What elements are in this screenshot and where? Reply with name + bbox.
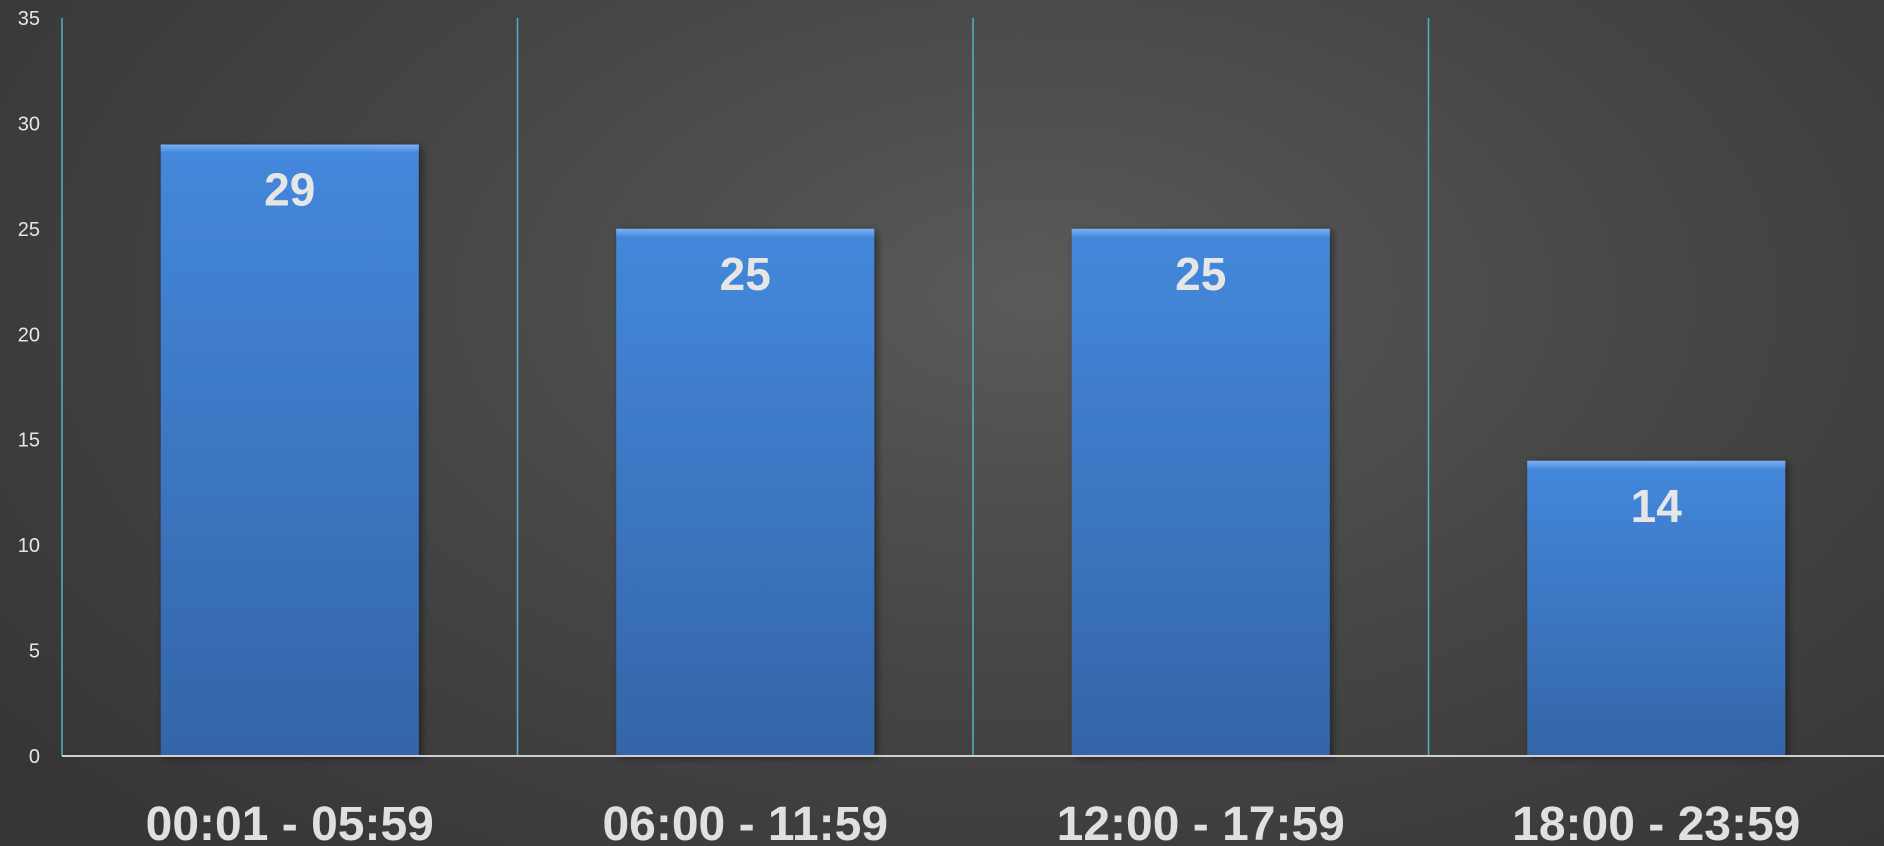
y-tick-label-4: 20 (18, 324, 40, 346)
y-tick-label-7: 35 (18, 8, 40, 30)
bar-bevel-0 (160, 144, 419, 153)
y-tick-label-0: 0 (29, 746, 40, 768)
data-label-3: 14 (1631, 480, 1683, 532)
bar-body-0 (160, 144, 419, 756)
y-tick-label-5: 25 (18, 219, 40, 241)
bar-bevel-1 (616, 228, 875, 237)
data-labels: 29 25 25 14 (264, 164, 1682, 532)
bars (160, 144, 1786, 756)
bar-body-3 (1527, 460, 1786, 756)
category-label-2: 12:00 - 17:59 (1057, 798, 1345, 846)
category-label-1: 06:00 - 11:59 (602, 798, 888, 846)
data-label-0: 29 (264, 164, 315, 216)
y-tick-label-6: 30 (18, 113, 40, 135)
bar-0 (160, 144, 419, 756)
data-label-2: 25 (1175, 248, 1226, 300)
category-label-0: 00:01 - 05:59 (146, 798, 434, 846)
bar-3 (1527, 460, 1786, 756)
bar-2 (1071, 228, 1330, 756)
bar-bevel-3 (1527, 460, 1786, 469)
data-label-1: 25 (720, 248, 771, 300)
category-label-3: 18:00 - 23:59 (1512, 798, 1800, 846)
bar-1 (616, 228, 875, 756)
bar-body-2 (1071, 228, 1330, 756)
category-labels: 00:01 - 05:59 06:00 - 11:59 12:00 - 17:59 1… (146, 798, 1801, 846)
bar-bevel-2 (1071, 228, 1330, 237)
y-tick-label-2: 10 (18, 535, 40, 557)
y-tick-label-1: 5 (29, 641, 40, 663)
bar-body-1 (616, 228, 875, 756)
y-axis-ticks: 0 5 10 15 20 25 30 35 (18, 8, 40, 768)
y-tick-label-3: 15 (18, 430, 40, 452)
category-separators (61, 18, 1430, 756)
